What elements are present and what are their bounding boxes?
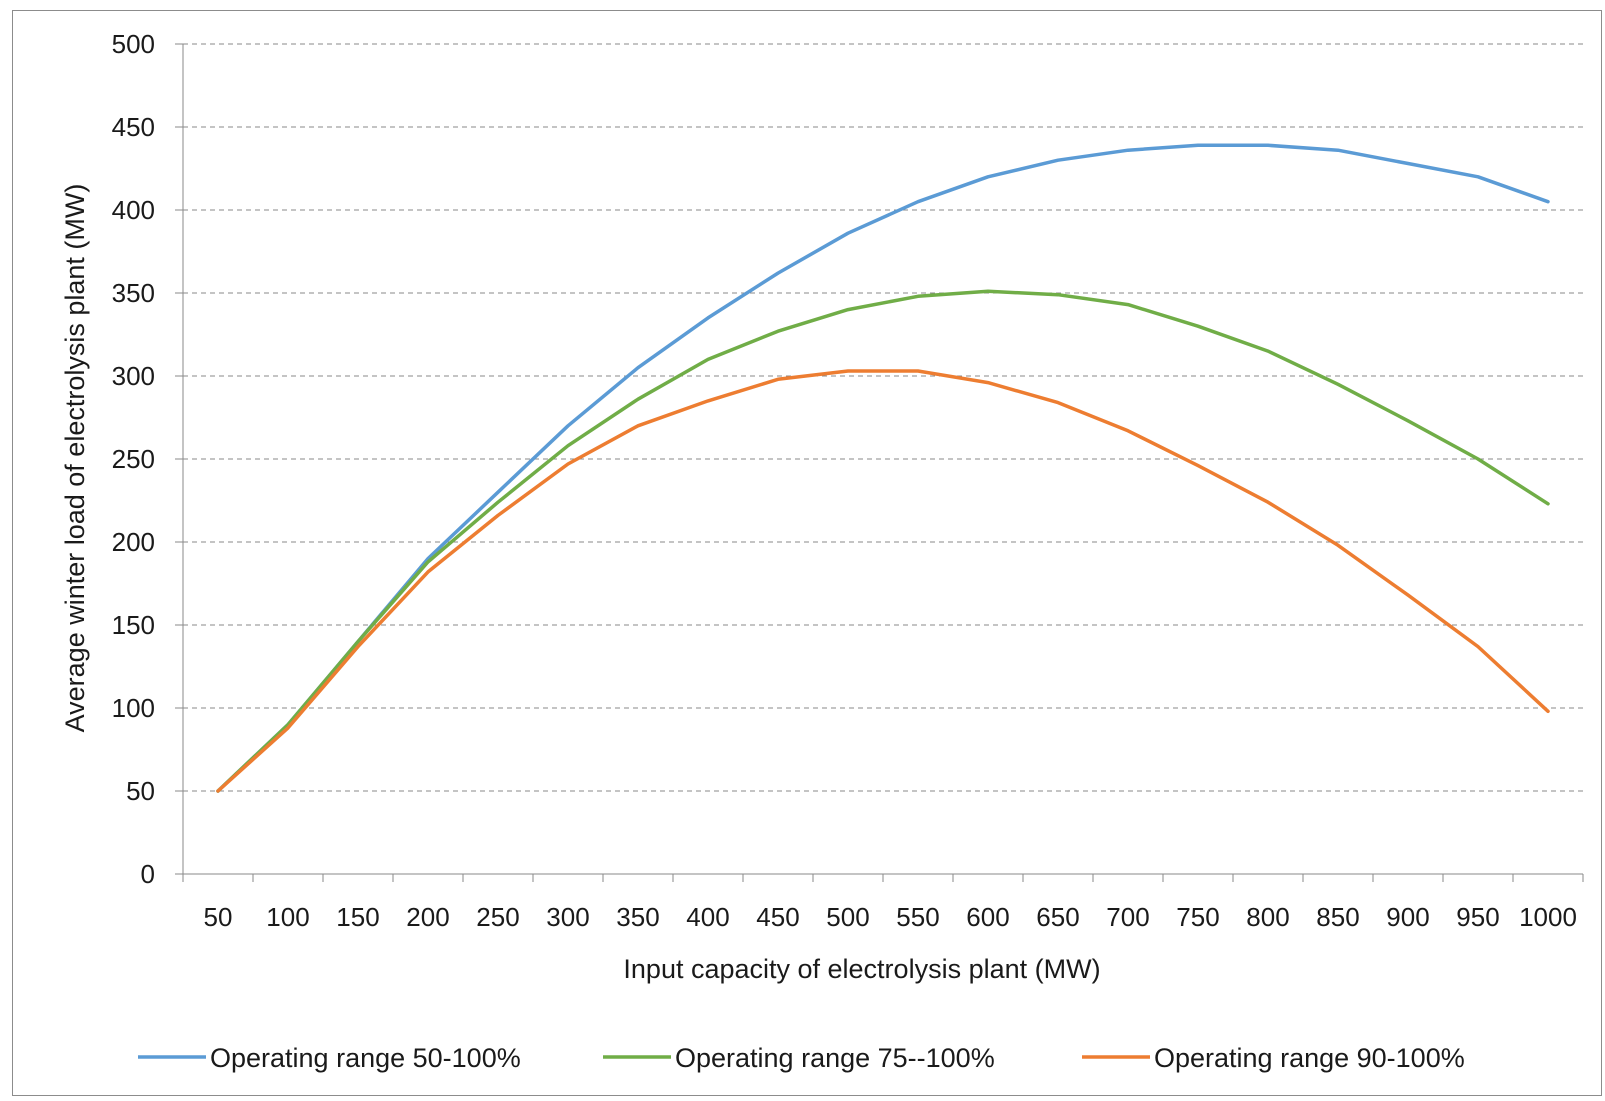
series-line-1 — [216, 143, 1550, 793]
x-tick-label: 650 — [1036, 902, 1079, 932]
x-tick-label: 350 — [616, 902, 659, 932]
y-axis-title: Average winter load of electrolysis plan… — [60, 184, 90, 733]
x-tick-label: 100 — [266, 902, 309, 932]
x-tick-label: 550 — [896, 902, 939, 932]
series-line-2 — [216, 289, 1550, 793]
x-tick-label: 450 — [756, 902, 799, 932]
x-tick-label: 1000 — [1519, 902, 1577, 932]
y-tick-label: 500 — [112, 29, 155, 59]
x-tick-label: 150 — [336, 902, 379, 932]
y-tick-label: 100 — [112, 693, 155, 723]
y-tick-label: 250 — [112, 444, 155, 474]
legend-label-1: Operating range 50-100% — [210, 1043, 521, 1073]
x-tick-label: 900 — [1386, 902, 1429, 932]
x-tick-label: 600 — [966, 902, 1009, 932]
legend: Operating range 50-100% Operating range 7… — [138, 1043, 1465, 1073]
x-tick-label: 250 — [476, 902, 519, 932]
x-tick-label: 400 — [686, 902, 729, 932]
x-tick-label: 500 — [826, 902, 869, 932]
y-tick-label: 150 — [112, 610, 155, 640]
x-axis-title: Input capacity of electrolysis plant (MW… — [623, 954, 1100, 984]
y-tick-label: 350 — [112, 278, 155, 308]
x-tick-label: 800 — [1246, 902, 1289, 932]
x-tick-label: 700 — [1106, 902, 1149, 932]
x-tick-label: 850 — [1316, 902, 1359, 932]
y-tick-label: 450 — [112, 112, 155, 142]
axes — [175, 43, 1584, 882]
tick-labels: 0 50 100 150 200 250 300 350 400 450 500 50 100 150 20… — [112, 29, 1577, 932]
legend-label-3: Operating range 90-100% — [1154, 1043, 1465, 1073]
chart-frame — [12, 10, 1602, 1096]
y-tick-label: 50 — [126, 776, 155, 806]
x-tick-label: 300 — [546, 902, 589, 932]
x-tick-label: 950 — [1456, 902, 1499, 932]
x-tick-label: 200 — [406, 902, 449, 932]
legend-label-2: Operating range 75--100% — [675, 1043, 995, 1073]
series-line-3 — [216, 369, 1550, 793]
series-lines — [216, 143, 1550, 793]
y-tick-label: 0 — [141, 859, 155, 889]
y-tick-label: 200 — [112, 527, 155, 557]
y-tick-label: 300 — [112, 361, 155, 391]
x-tick-label: 750 — [1176, 902, 1219, 932]
y-tick-label: 400 — [112, 195, 155, 225]
x-tick-label: 50 — [204, 902, 233, 932]
